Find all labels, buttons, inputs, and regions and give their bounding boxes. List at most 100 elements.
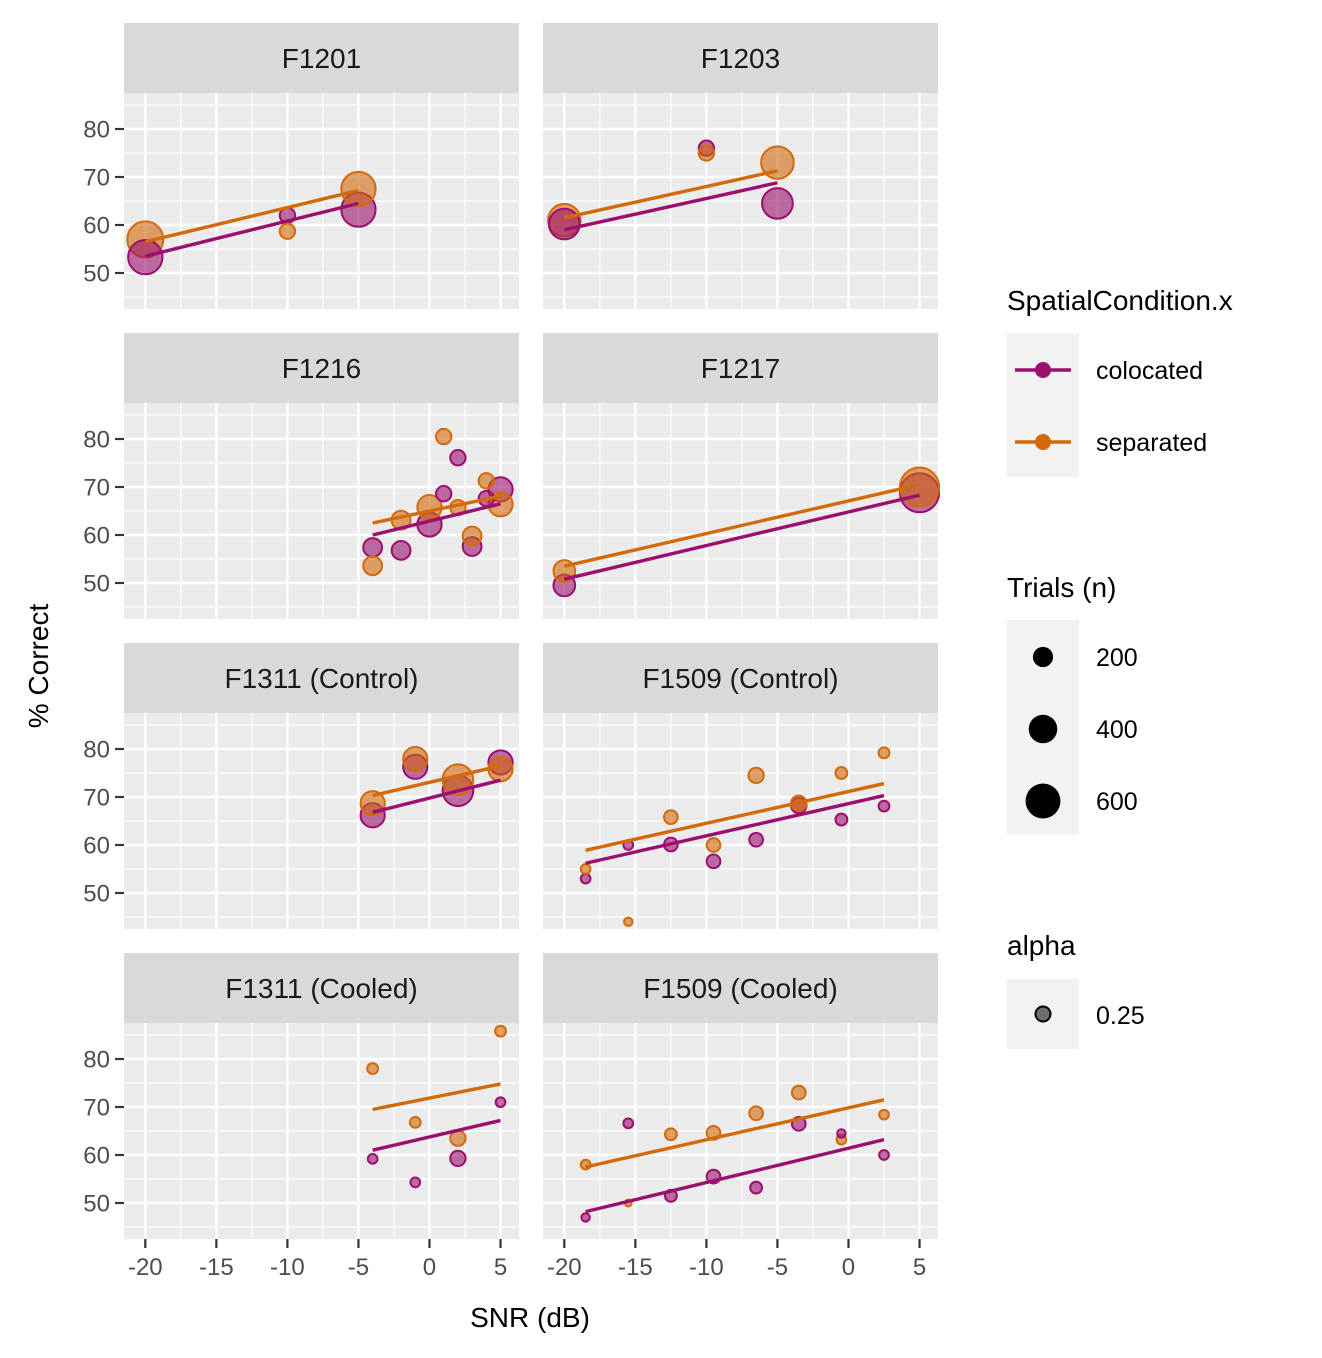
x-tick-label: -15 [618, 1254, 653, 1281]
y-tick-label: 60 [83, 1143, 110, 1170]
fit-line-separated [563, 169, 778, 220]
data-point-separated [362, 555, 384, 577]
data-point-colocated [366, 1152, 379, 1165]
facet-strip [543, 953, 938, 1023]
fit-line-separated [372, 494, 501, 525]
legend-alpha-point [1034, 1005, 1052, 1023]
x-tick-label: 0 [423, 1254, 436, 1281]
legend-size-point [1025, 783, 1061, 819]
data-point-colocated [547, 207, 581, 241]
data-point-colocated [878, 1149, 890, 1161]
fit-line-separated [144, 188, 359, 244]
legend-label: 0.25 [1096, 1002, 1145, 1030]
x-axis-title: SNR (dB) [470, 1302, 590, 1333]
facet-strip [543, 333, 938, 403]
x-tick-label: 0 [842, 1254, 855, 1281]
facet-title: F1217 [701, 353, 780, 384]
data-point-colocated [749, 1180, 764, 1195]
data-point-colocated [494, 1096, 507, 1109]
legend-label: 200 [1096, 644, 1138, 672]
data-point-separated [748, 1105, 764, 1122]
fit-line-separated [585, 1098, 885, 1169]
x-tick-label: -15 [199, 1254, 234, 1281]
y-tick-label: 50 [83, 571, 110, 598]
data-point-colocated [362, 537, 384, 558]
data-point-separated [663, 809, 679, 826]
legend-label: 600 [1096, 788, 1138, 816]
fit-line-colocated [563, 493, 920, 581]
data-point-colocated [580, 1212, 591, 1223]
data-point-separated [435, 427, 453, 446]
y-tick-label: 70 [83, 1095, 110, 1122]
data-point-separated [878, 1108, 890, 1121]
facet-title: F1311 (Cooled) [225, 973, 417, 1004]
data-point-colocated [390, 539, 412, 561]
fit-line-colocated [585, 1137, 885, 1214]
legend-size-point [1028, 714, 1058, 744]
data-point-separated [877, 746, 891, 760]
fit-line-separated [372, 1082, 501, 1112]
x-tick-label: -20 [128, 1254, 163, 1281]
facet-title: F1509 (Cooled) [643, 973, 838, 1004]
data-point-separated [790, 1084, 807, 1101]
legend-title-color: SpatialCondition.x [1007, 285, 1233, 316]
data-point-colocated [435, 485, 453, 503]
y-tick-label: 50 [83, 261, 110, 288]
data-point-colocated [761, 187, 794, 220]
fit-line-colocated [372, 502, 501, 537]
data-point-separated [366, 1062, 380, 1076]
x-tick-label: 5 [494, 1254, 507, 1281]
x-tick-label: -10 [689, 1254, 724, 1281]
legend-label: colocated [1096, 357, 1203, 385]
data-point-colocated [449, 1149, 467, 1168]
legend-title-alpha: alpha [1007, 930, 1076, 961]
y-tick-label: 60 [83, 523, 110, 550]
y-tick-label: 80 [83, 1047, 110, 1074]
y-tick-label: 70 [83, 475, 110, 502]
data-point-separated [402, 745, 429, 773]
data-point-separated [760, 145, 795, 180]
y-tick-label: 60 [83, 213, 110, 240]
data-point-separated [697, 144, 716, 162]
facet-strip [124, 333, 519, 403]
legend-key-background [1007, 333, 1079, 477]
legend-key-point [1035, 434, 1051, 450]
facet-title: F1201 [282, 43, 361, 74]
fit-line-colocated [563, 181, 778, 232]
fit-line-separated [563, 482, 920, 568]
x-tick-label: 5 [913, 1254, 926, 1281]
data-point-colocated [705, 853, 722, 870]
fit-line-separated [585, 781, 885, 852]
y-tick-label: 80 [83, 737, 110, 764]
y-tick-label: 70 [83, 785, 110, 812]
legend-label: separated [1096, 429, 1207, 457]
facet-strip [124, 23, 519, 93]
legend-key-point [1035, 362, 1051, 378]
facet-strip [124, 953, 519, 1023]
data-point-colocated [748, 831, 764, 848]
fit-line-colocated [372, 778, 501, 815]
facet-title: F1509 (Control) [642, 663, 838, 694]
facet-strip [543, 23, 938, 93]
facet-strip [543, 643, 938, 713]
data-point-separated [494, 1024, 507, 1038]
facet-strip [124, 643, 519, 713]
fit-line-colocated [144, 201, 359, 258]
x-tick-label: -10 [270, 1254, 305, 1281]
data-point-separated [747, 766, 765, 785]
data-point-separated [408, 1115, 422, 1129]
y-tick-label: 50 [83, 881, 110, 908]
data-point-separated [278, 222, 297, 240]
data-point-separated [579, 863, 592, 875]
legend-label: 400 [1096, 716, 1138, 744]
data-point-colocated [409, 1176, 422, 1189]
x-tick-label: -5 [348, 1254, 369, 1281]
y-tick-label: 60 [83, 833, 110, 860]
data-point-colocated [579, 872, 592, 885]
legend-size-point [1032, 646, 1054, 668]
data-point-colocated [877, 799, 891, 813]
data-point-separated [623, 916, 634, 927]
data-point-separated [834, 766, 849, 780]
data-point-colocated [449, 449, 467, 467]
